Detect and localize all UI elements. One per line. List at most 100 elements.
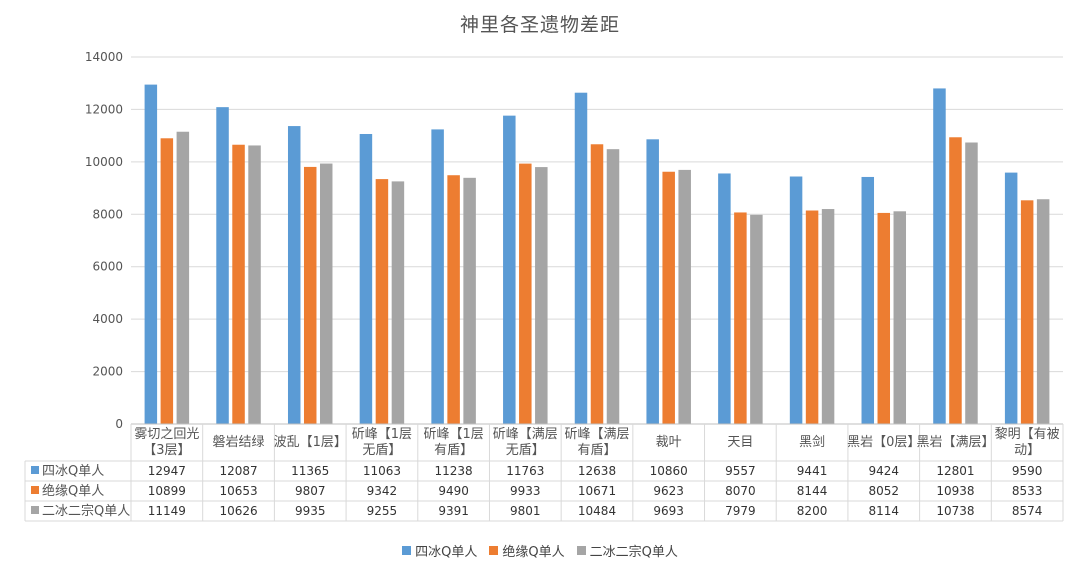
x-tick-label: 磐岩结绿: [213, 435, 265, 450]
table-cell-value: 9933: [510, 484, 541, 498]
bar-series-1: [1004, 172, 1018, 424]
y-tick-label: 10000: [85, 155, 123, 169]
bar-series-3: [965, 142, 978, 425]
table-cell-value: 12947: [148, 464, 186, 478]
table-cell-value: 11063: [363, 464, 401, 478]
table-cell-value: 8200: [797, 504, 828, 518]
bar-series-3: [678, 169, 691, 424]
bar-series-3: [319, 163, 333, 424]
y-tick-label: 2000: [92, 365, 123, 379]
table-cell-value: 11149: [148, 504, 186, 518]
bar-series-2: [303, 166, 317, 424]
legend-label-series-1: 四冰Q单人: [415, 545, 478, 560]
bar-series-3: [176, 131, 190, 424]
x-tick-label: 有盾】: [577, 443, 616, 458]
table-legend-key-series-2: [31, 486, 39, 494]
table-cell-value: 9693: [653, 504, 684, 518]
table-cell-value: 8114: [868, 504, 899, 518]
x-tick-label: 无盾】: [506, 443, 545, 458]
bar-series-2: [160, 138, 174, 424]
bar-series-3: [248, 145, 261, 424]
bar-series-3: [821, 209, 835, 424]
y-tick-label: 8000: [92, 207, 123, 221]
table-cell-value: 9490: [438, 484, 469, 498]
table-cell-value: 9342: [367, 484, 398, 498]
bar-series-1: [933, 88, 946, 424]
chart-legend: 四冰Q单人 绝缘Q单人 二冰二宗Q单人: [0, 541, 1080, 560]
x-tick-label: 无盾】: [362, 443, 401, 458]
table-row-label: 二冰二宗Q单人: [42, 503, 130, 519]
table-legend-key-series-1: [31, 466, 39, 474]
table-cell-value: 11238: [435, 464, 473, 478]
chart-title: 神里各圣遗物差距: [459, 14, 620, 36]
table-cell-value: 10484: [578, 504, 616, 518]
x-tick-label: 黑岩【满层】: [916, 435, 994, 450]
table-cell-value: 10860: [650, 464, 688, 478]
bar-series-1: [144, 84, 158, 425]
bar-series-2: [232, 144, 245, 425]
x-tick-label: 黑剑: [799, 434, 825, 450]
legend-swatch-series-2: [489, 546, 499, 555]
bar-series-1: [789, 176, 803, 424]
bar-series-1: [431, 129, 444, 424]
table-legend-key-series-3: [31, 506, 39, 514]
bar-series-2: [662, 171, 675, 424]
bar-series-1: [359, 133, 373, 424]
x-tick-label: 斫峰【满层: [493, 427, 558, 442]
table-cell-value: 7979: [725, 504, 756, 518]
x-tick-label: 斫峰【1层: [352, 427, 412, 442]
x-tick-label: 有盾】: [434, 443, 473, 458]
legend-label-series-3: 二冰二宗Q单人: [589, 545, 678, 560]
bar-series-3: [893, 211, 907, 424]
legend-item-series-3: 二冰二宗Q单人: [576, 541, 678, 560]
bar-series-3: [1036, 199, 1050, 424]
x-tick-label: 斫峰【1层: [423, 427, 483, 442]
bar-series-1: [503, 115, 516, 424]
y-tick-label: 14000: [85, 50, 123, 64]
table-cell-value: 9590: [1012, 464, 1043, 478]
table-cell-value: 12638: [578, 464, 616, 478]
x-tick-label: 动】: [1014, 443, 1040, 458]
table-cell-value: 9801: [510, 504, 541, 518]
y-tick-label: 4000: [92, 312, 123, 326]
table-cell-value: 10671: [578, 484, 616, 498]
table-cell-value: 11365: [291, 464, 329, 478]
table-row-label: 绝缘Q单人: [42, 483, 104, 499]
table-cell-value: 10653: [219, 484, 257, 498]
bar-series-3: [750, 214, 763, 424]
bar-series-1: [861, 176, 875, 424]
table-cell-value: 9255: [367, 504, 398, 518]
table-cell-value: 10738: [936, 504, 974, 518]
table-cell-value: 9807: [295, 484, 326, 498]
x-tick-label: 波乱【1层】: [274, 435, 347, 450]
table-cell-value: 9424: [868, 464, 899, 478]
table-cell-value: 10899: [148, 484, 186, 498]
bar-series-1: [574, 92, 588, 424]
table-cell-value: 9391: [438, 504, 469, 518]
bar-series-3: [606, 149, 620, 424]
table-cell-value: 8533: [1012, 484, 1043, 498]
table-cell-value: 9441: [797, 464, 828, 478]
table-row-label: 四冰Q单人: [42, 464, 104, 479]
legend-item-series-1: 四冰Q单人: [402, 541, 477, 560]
x-tick-label: 天目: [727, 435, 753, 450]
legend-swatch-series-3: [576, 546, 586, 555]
table-cell-value: 8052: [868, 484, 899, 498]
table-cell-value: 12801: [936, 464, 974, 478]
bar-series-2: [805, 210, 819, 424]
y-tick-label: 12000: [85, 102, 123, 116]
bar-series-1: [718, 173, 731, 424]
table-cell-value: 9557: [725, 464, 756, 478]
bar-series-1: [646, 139, 659, 424]
bar-series-1: [216, 107, 229, 425]
x-tick-label: 斫峰【满层: [564, 427, 629, 442]
bar-series-2: [734, 212, 747, 424]
bar-series-2: [949, 137, 962, 425]
y-tick-label: 0: [115, 417, 123, 431]
bar-series-3: [463, 177, 476, 424]
bar-series-2: [447, 175, 460, 424]
bar-series-2: [1020, 200, 1034, 424]
table-cell-value: 8574: [1012, 504, 1043, 518]
legend-swatch-series-1: [402, 546, 412, 555]
